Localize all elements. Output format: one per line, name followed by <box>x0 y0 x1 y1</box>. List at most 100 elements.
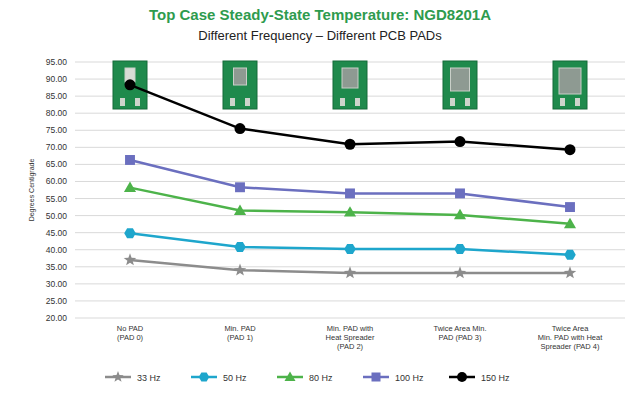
pcb-lead <box>450 98 455 106</box>
x-tick-line: PAD (PAD 3) <box>438 333 482 342</box>
data-point <box>454 209 466 219</box>
data-point <box>454 266 467 278</box>
pcb-pad <box>234 68 247 85</box>
legend-marker <box>199 372 210 381</box>
legend-marker <box>112 371 123 382</box>
pcb-pad <box>451 68 470 91</box>
grid-line <box>75 283 625 284</box>
data-point <box>564 250 576 260</box>
x-tick-line: (PAD 1) <box>227 333 254 342</box>
legend-marker <box>457 372 467 382</box>
x-tick-label: Min. PAD(PAD 1) <box>224 324 256 342</box>
x-tick-label: No PAD(PAD 0) <box>117 324 144 342</box>
data-point <box>455 136 466 147</box>
pcb-lead <box>230 98 235 106</box>
pcb-lead <box>245 98 250 106</box>
data-point <box>344 244 356 254</box>
pcb-board <box>333 61 367 109</box>
pcb-lead <box>355 98 360 106</box>
y-tick-label: 45.00 <box>46 228 68 238</box>
pcb-lead <box>120 98 125 106</box>
y-tick-label: 85.00 <box>46 91 68 101</box>
data-point <box>564 266 577 278</box>
data-point <box>235 182 245 192</box>
y-tick-label: 70.00 <box>46 142 68 152</box>
y-tick-label: 50.00 <box>46 211 68 221</box>
grid <box>75 62 625 318</box>
pcb-board <box>443 61 477 109</box>
pcb-lead <box>340 98 345 106</box>
background <box>0 0 640 399</box>
y-axis-label: Degrees Centigrade <box>28 159 36 222</box>
y-tick-label: 60.00 <box>46 176 68 186</box>
pcb-lead <box>465 98 470 106</box>
x-tick-line: Spreader (PAD 4) <box>540 342 600 351</box>
data-point <box>564 218 576 228</box>
grid-line <box>75 130 625 131</box>
y-tick-label: 30.00 <box>46 279 68 289</box>
pcb-lead <box>575 98 580 106</box>
data-point <box>565 144 576 155</box>
grid-line <box>75 232 625 233</box>
data-point <box>235 123 246 134</box>
grid-line <box>75 300 625 301</box>
data-point <box>125 79 136 90</box>
data-point <box>234 264 247 276</box>
legend-marker <box>372 373 381 382</box>
y-tick-label: 25.00 <box>46 296 68 306</box>
data-point <box>455 188 465 198</box>
x-tick-label: Twice AreaMin. PAD with HeatSpreader (PA… <box>538 324 603 351</box>
data-point <box>124 253 137 265</box>
data-point <box>565 202 575 212</box>
y-tick-label: 90.00 <box>46 74 68 84</box>
x-tick-label: Min. PAD withHeat Spreader(PAD 2) <box>326 324 375 351</box>
series-line <box>130 233 570 255</box>
legend: 33 Hz50 Hz80 Hz100 Hz150 Hz <box>105 371 510 383</box>
data-point <box>345 139 356 150</box>
y-tick-label: 40.00 <box>46 245 68 255</box>
chart-root: Top Case Steady-State Temperature: NGD82… <box>0 0 640 399</box>
x-tick-line: Min. PAD with Heat <box>538 333 603 342</box>
legend-label: 80 Hz <box>309 373 333 383</box>
y-tick-label: 75.00 <box>46 125 68 135</box>
subtitle: Different Frequency – Different PCB PADs <box>198 28 442 43</box>
legend-label: 50 Hz <box>223 373 247 383</box>
y-tick-label: 55.00 <box>46 194 68 204</box>
legend-marker <box>285 372 296 382</box>
plot-area <box>124 79 577 278</box>
legend-label: 100 Hz <box>395 373 424 383</box>
pcb-lead <box>560 98 565 106</box>
pcb-board <box>113 61 147 109</box>
pcb-pad <box>342 68 358 88</box>
title: Top Case Steady-State Temperature: NGD82… <box>149 6 491 23</box>
grid-line <box>75 113 625 114</box>
grid-line <box>75 164 625 165</box>
data-point <box>344 206 356 216</box>
y-tick-label: 35.00 <box>46 262 68 272</box>
y-tick-label: 65.00 <box>46 159 68 169</box>
data-point <box>124 182 136 192</box>
x-tick-line: Min. PAD with <box>327 324 374 333</box>
pcb-board <box>223 61 257 109</box>
x-tick-line: Twice Area <box>552 324 590 333</box>
x-tick-line: (PAD 2) <box>337 342 364 351</box>
grid-line <box>75 181 625 182</box>
data-point <box>124 228 136 238</box>
pcb-board <box>553 61 587 109</box>
x-tick-line: Min. PAD <box>224 324 256 333</box>
x-tick-line: Heat Spreader <box>326 333 375 342</box>
series-line <box>130 188 570 224</box>
data-point <box>344 266 357 278</box>
y-tick-label: 95.00 <box>46 57 68 67</box>
y-tick-label: 20.00 <box>46 313 68 323</box>
data-point <box>345 188 355 198</box>
data-point <box>125 155 135 165</box>
pcb-lead <box>135 98 140 106</box>
x-tick-label: Twice Area Min.PAD (PAD 3) <box>434 324 487 342</box>
data-point <box>454 244 466 254</box>
x-tick-line: (PAD 0) <box>117 333 144 342</box>
pcb-pictures <box>113 61 587 109</box>
legend-label: 33 Hz <box>137 373 161 383</box>
y-tick-label: 80.00 <box>46 108 68 118</box>
data-point <box>234 204 246 214</box>
